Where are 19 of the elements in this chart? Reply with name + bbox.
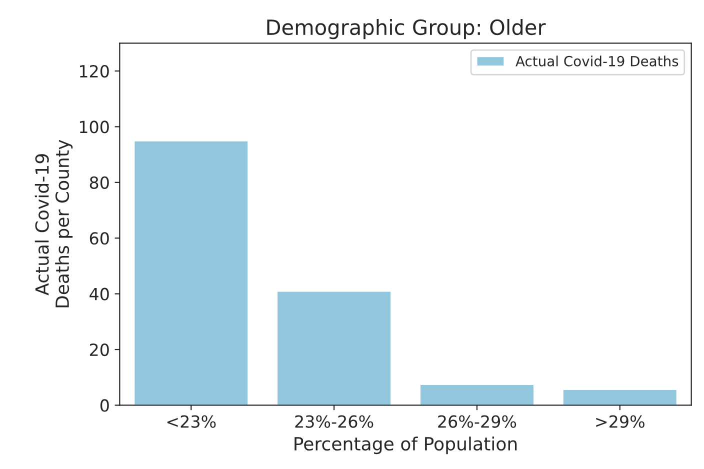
bar [419,384,535,406]
x-axis-title: Percentage of Population [294,436,517,454]
bar [562,388,678,406]
x-tick-label: <23% [167,415,216,428]
x-tick-label: >29% [596,415,644,428]
y-tick-label: 60 [90,232,109,245]
x-tick-label: 26%-29% [438,415,516,428]
y-tick-label: 120 [80,64,109,78]
legend-label: Actual Covid-19 Deaths [516,56,678,66]
x-tick-label: 23%-26% [295,415,374,428]
y-tick-label: 80 [90,176,109,189]
chart-title: Demographic Group: Older [267,18,546,40]
bar [133,140,249,406]
y-axis-title: Actual Covid-19 Deaths per County [34,140,73,308]
y-tick-label: 20 [90,343,109,356]
y-tick-label: 0 [100,399,109,412]
y-tick-label: 100 [80,120,109,134]
bar [276,290,392,406]
y-tick-label: 40 [90,288,109,300]
